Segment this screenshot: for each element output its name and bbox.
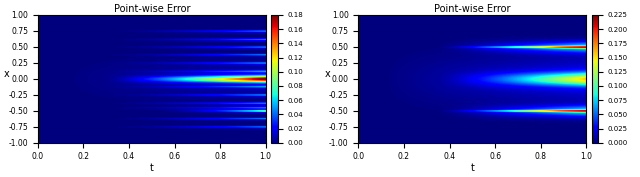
X-axis label: t: t [470, 163, 474, 173]
Title: Point-wise Error: Point-wise Error [113, 4, 190, 14]
Y-axis label: x: x [324, 69, 330, 79]
X-axis label: t: t [150, 163, 154, 173]
Y-axis label: x: x [4, 69, 10, 79]
Title: Point-wise Error: Point-wise Error [434, 4, 511, 14]
